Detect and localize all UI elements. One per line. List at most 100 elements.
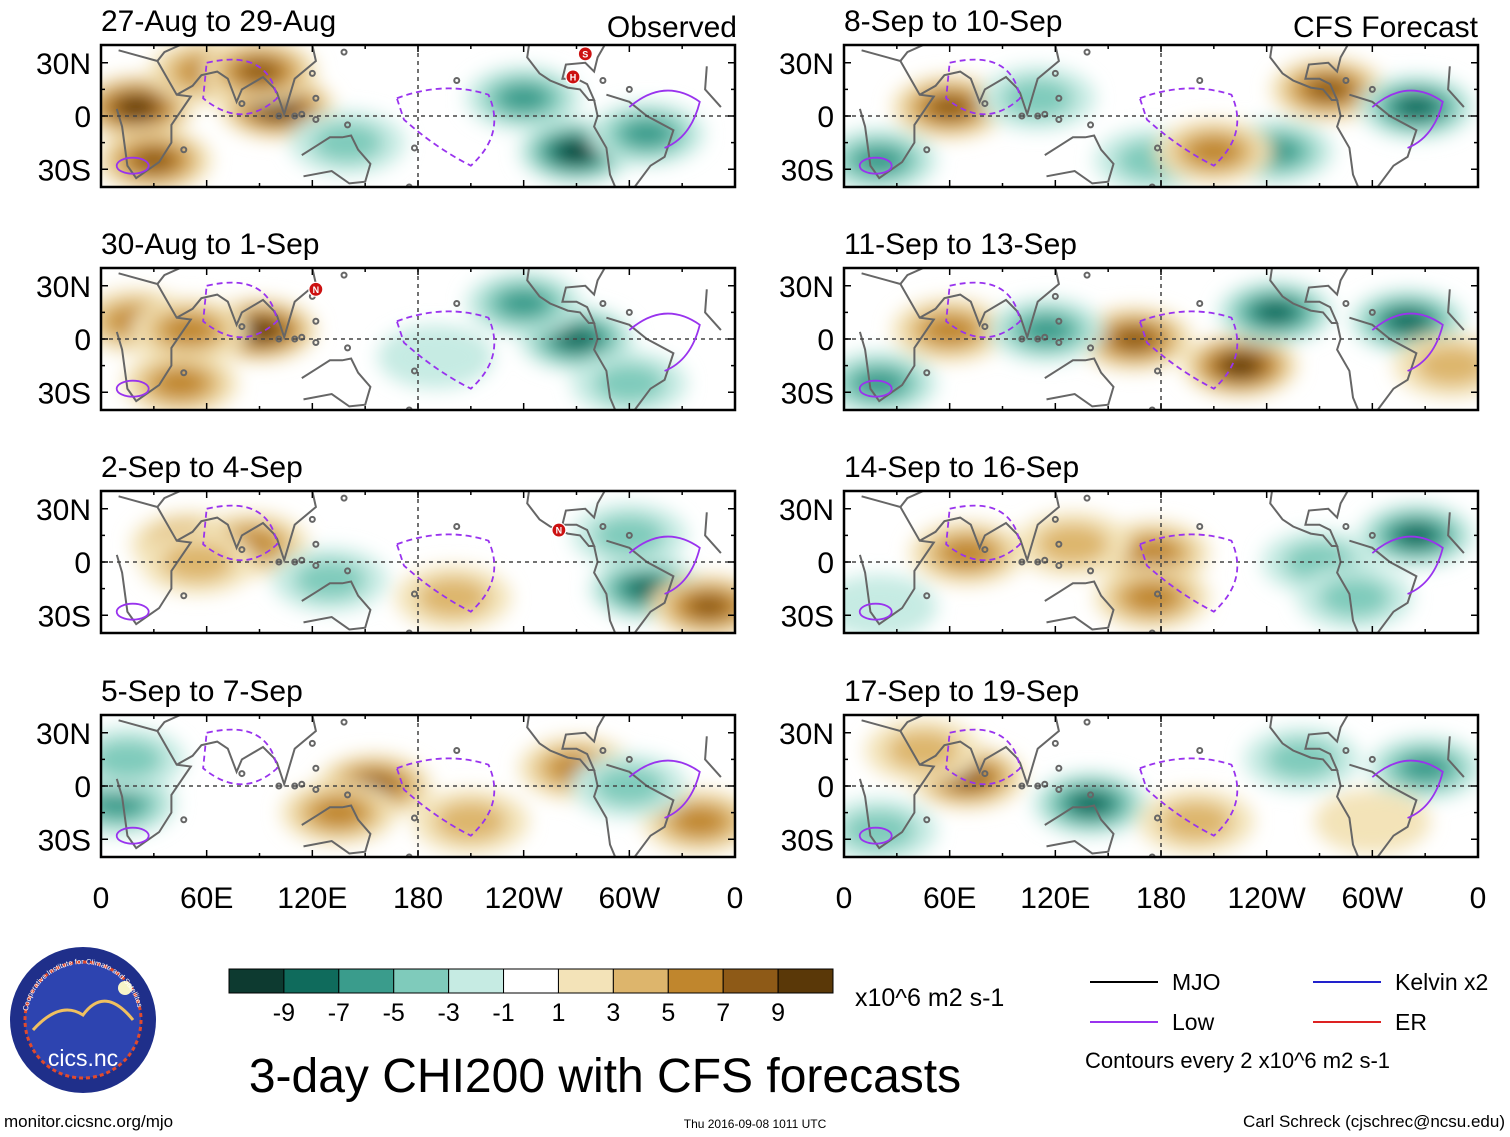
island (981, 323, 989, 331)
island (405, 406, 413, 410)
coastline (858, 49, 936, 180)
island (1153, 590, 1161, 598)
footer-url: monitor.cicsnc.org/mjo (4, 1112, 173, 1131)
panel-title: 8-Sep to 10-Sep (844, 5, 1062, 38)
colorbar-swatch (667, 968, 724, 994)
low-contour-dashed-west (945, 504, 1022, 562)
panel-title: 5-Sep to 7-Sep (101, 675, 303, 708)
lon-tick-label: 0 (1470, 882, 1487, 915)
island (1055, 540, 1063, 548)
lat-tick-label: 30N (36, 48, 91, 81)
low-contour-dashed-west (202, 281, 279, 339)
island (1055, 94, 1063, 102)
island (1368, 755, 1376, 763)
island (312, 339, 320, 347)
island (340, 271, 348, 279)
low-contour-dashed (395, 757, 496, 837)
low-contour-small (858, 826, 893, 845)
storm-marker-label: H (570, 72, 577, 82)
storm-marker-icon: H (565, 69, 581, 85)
anomaly-mark (154, 369, 207, 398)
island (344, 344, 352, 352)
island (312, 786, 320, 794)
island (1196, 523, 1204, 530)
colorbar-swatch (448, 968, 505, 994)
coastlines (115, 491, 722, 633)
island (1055, 562, 1063, 570)
lon-tick-label: 120W (484, 882, 563, 915)
low-contour-small (115, 379, 150, 398)
island (1018, 782, 1026, 790)
coastline (1447, 289, 1465, 331)
island (405, 183, 413, 187)
coastline (1447, 66, 1465, 108)
island (1148, 406, 1156, 410)
anomaly-mark (294, 560, 366, 600)
island (344, 567, 352, 575)
island (405, 853, 413, 857)
low-contours (115, 281, 701, 398)
low-contours (858, 58, 1444, 175)
anomaly-mark (941, 538, 994, 568)
island (1055, 764, 1063, 772)
colorbar-label: 1 (552, 999, 566, 1027)
island (1055, 317, 1063, 325)
island (1087, 791, 1095, 799)
panel-ticks (843, 715, 1479, 857)
coastline (1044, 804, 1115, 855)
coastline (526, 491, 606, 547)
low-contour-dashed (1138, 310, 1239, 390)
island (410, 367, 418, 375)
anomaly-mark (163, 315, 215, 345)
lat-tick-label: 0 (74, 101, 91, 134)
island (308, 739, 316, 747)
island (410, 814, 418, 822)
island (1153, 367, 1161, 375)
panel-ticks (100, 491, 736, 633)
contour-note: Contours every 2 x10^6 m2 s-1 (1085, 1048, 1390, 1073)
island (1196, 747, 1204, 754)
island (625, 85, 633, 93)
island (1034, 558, 1042, 566)
coastline (115, 49, 193, 180)
colorbar-label: 3 (606, 999, 620, 1027)
island (1051, 69, 1059, 77)
low-contours (858, 281, 1444, 398)
coastline (1269, 45, 1349, 101)
island (1034, 335, 1042, 343)
island (291, 335, 299, 343)
coastline (1447, 512, 1465, 554)
island (1087, 344, 1095, 352)
colorbar-swatch (283, 968, 340, 994)
colorbar-label: 7 (716, 999, 730, 1027)
island (312, 94, 320, 102)
island (340, 48, 348, 56)
island (1368, 531, 1376, 539)
island (291, 558, 299, 566)
island (1055, 339, 1063, 347)
colorbar-swatch (393, 968, 450, 994)
lat-tick-label: 30N (779, 718, 834, 751)
island (238, 546, 246, 554)
panel-1: 27-Aug to 29-Aug 30N 0 30S (36, 5, 737, 189)
island (238, 770, 246, 778)
island (1055, 786, 1063, 794)
island (275, 558, 283, 566)
anomaly-mark (1319, 577, 1391, 618)
lat-tick-label: 0 (817, 547, 834, 580)
colorbar-swatch (722, 968, 779, 994)
island (312, 317, 320, 325)
panel-ticks (100, 45, 736, 187)
coastline (704, 736, 722, 778)
lon-tick-label: 120E (1020, 882, 1090, 915)
island (1087, 121, 1095, 129)
island (923, 816, 931, 824)
lon-tick-label: 0 (727, 882, 744, 915)
low-contour-solid (628, 535, 701, 595)
island (625, 755, 633, 763)
island (625, 531, 633, 539)
low-contour-solid (628, 312, 701, 372)
cfs-forecast-label: CFS Forecast (1293, 11, 1479, 44)
lat-tick-label: 0 (74, 547, 91, 580)
